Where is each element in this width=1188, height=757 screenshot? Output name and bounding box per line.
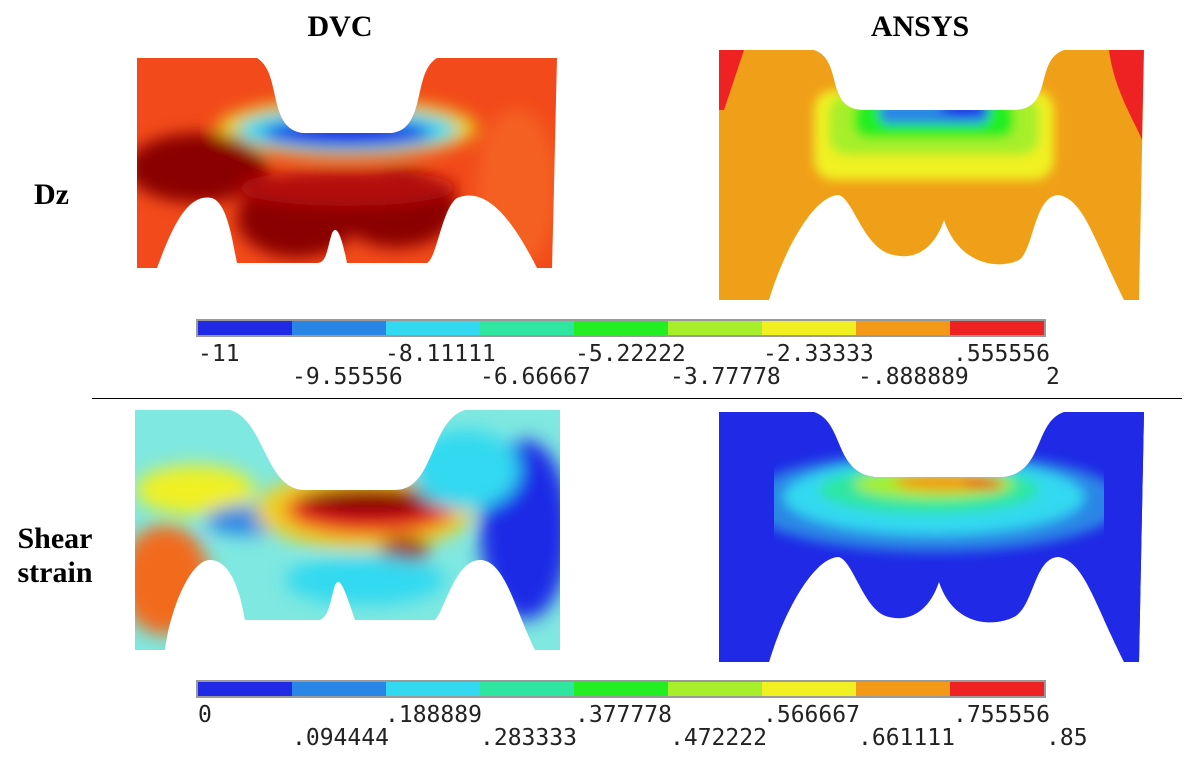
row-label-shear-line1: Shear bbox=[17, 522, 93, 555]
colorbar-dz-tick: -3.77778 bbox=[670, 364, 781, 390]
colorbar-shear-tick: .283333 bbox=[480, 725, 577, 751]
colorbar-shear-tick: .661111 bbox=[858, 725, 955, 751]
colorbar-shear-segment bbox=[856, 682, 950, 696]
column-header-ansys: ANSYS bbox=[870, 10, 970, 43]
colorbar-dz-segment bbox=[574, 321, 668, 335]
colorbar-dz-segment bbox=[856, 321, 950, 335]
column-header-dvc: DVC bbox=[307, 10, 373, 43]
colorbar-shear-tick: .377778 bbox=[575, 702, 672, 728]
colorbar-shear-segment bbox=[574, 682, 668, 696]
colorbar-dz-segment bbox=[762, 321, 856, 335]
colorbar-shear-segment bbox=[292, 682, 386, 696]
colorbar-shear-segment bbox=[386, 682, 480, 696]
dvc-shear-contour bbox=[135, 410, 560, 650]
ansys-dz-contour bbox=[719, 50, 1144, 300]
colorbar-dz-tick: -5.22222 bbox=[575, 341, 686, 367]
colorbar-dz-segment bbox=[292, 321, 386, 335]
colorbar-dz-segment bbox=[950, 321, 1044, 335]
row-label-dz: Dz bbox=[34, 178, 69, 211]
row-label-shear-strain: Shear strain bbox=[10, 522, 100, 590]
colorbar-shear bbox=[196, 680, 1046, 698]
colorbar-shear-tick: .755556 bbox=[953, 702, 1050, 728]
colorbar-shear-segment bbox=[198, 682, 292, 696]
colorbar-dz-tick: -11 bbox=[198, 341, 240, 367]
colorbar-dz-segment bbox=[386, 321, 480, 335]
colorbar-dz-tick: -2.33333 bbox=[763, 341, 874, 367]
colorbar-dz-tick: -6.66667 bbox=[480, 364, 591, 390]
colorbar-dz-segment bbox=[198, 321, 292, 335]
colorbar-dz-tick: -.888889 bbox=[858, 364, 969, 390]
colorbar-shear-segment bbox=[762, 682, 856, 696]
colorbar-shear-segment bbox=[480, 682, 574, 696]
colorbar-shear-segment bbox=[668, 682, 762, 696]
colorbar-dz-segment bbox=[480, 321, 574, 335]
ansys-shear-contour bbox=[719, 412, 1144, 662]
colorbar-dz-tick: -9.55556 bbox=[292, 364, 403, 390]
colorbar-dz-tick: 2 bbox=[1046, 364, 1060, 390]
colorbar-dz-tick: .555556 bbox=[953, 341, 1050, 367]
colorbar-dz-segment bbox=[668, 321, 762, 335]
colorbar-dz bbox=[196, 319, 1046, 337]
colorbar-shear-tick: .85 bbox=[1046, 725, 1088, 751]
colorbar-shear-tick: 0 bbox=[198, 702, 212, 728]
colorbar-dz-tick: -8.11111 bbox=[385, 341, 496, 367]
colorbar-shear-tick: .472222 bbox=[670, 725, 767, 751]
row-divider bbox=[92, 398, 1182, 399]
colorbar-shear-segment bbox=[950, 682, 1044, 696]
row-label-shear-line2: strain bbox=[17, 556, 93, 589]
colorbar-shear-tick: .094444 bbox=[292, 725, 389, 751]
colorbar-shear-tick: .188889 bbox=[385, 702, 482, 728]
dvc-dz-contour bbox=[137, 58, 557, 268]
colorbar-shear-tick: .566667 bbox=[763, 702, 860, 728]
